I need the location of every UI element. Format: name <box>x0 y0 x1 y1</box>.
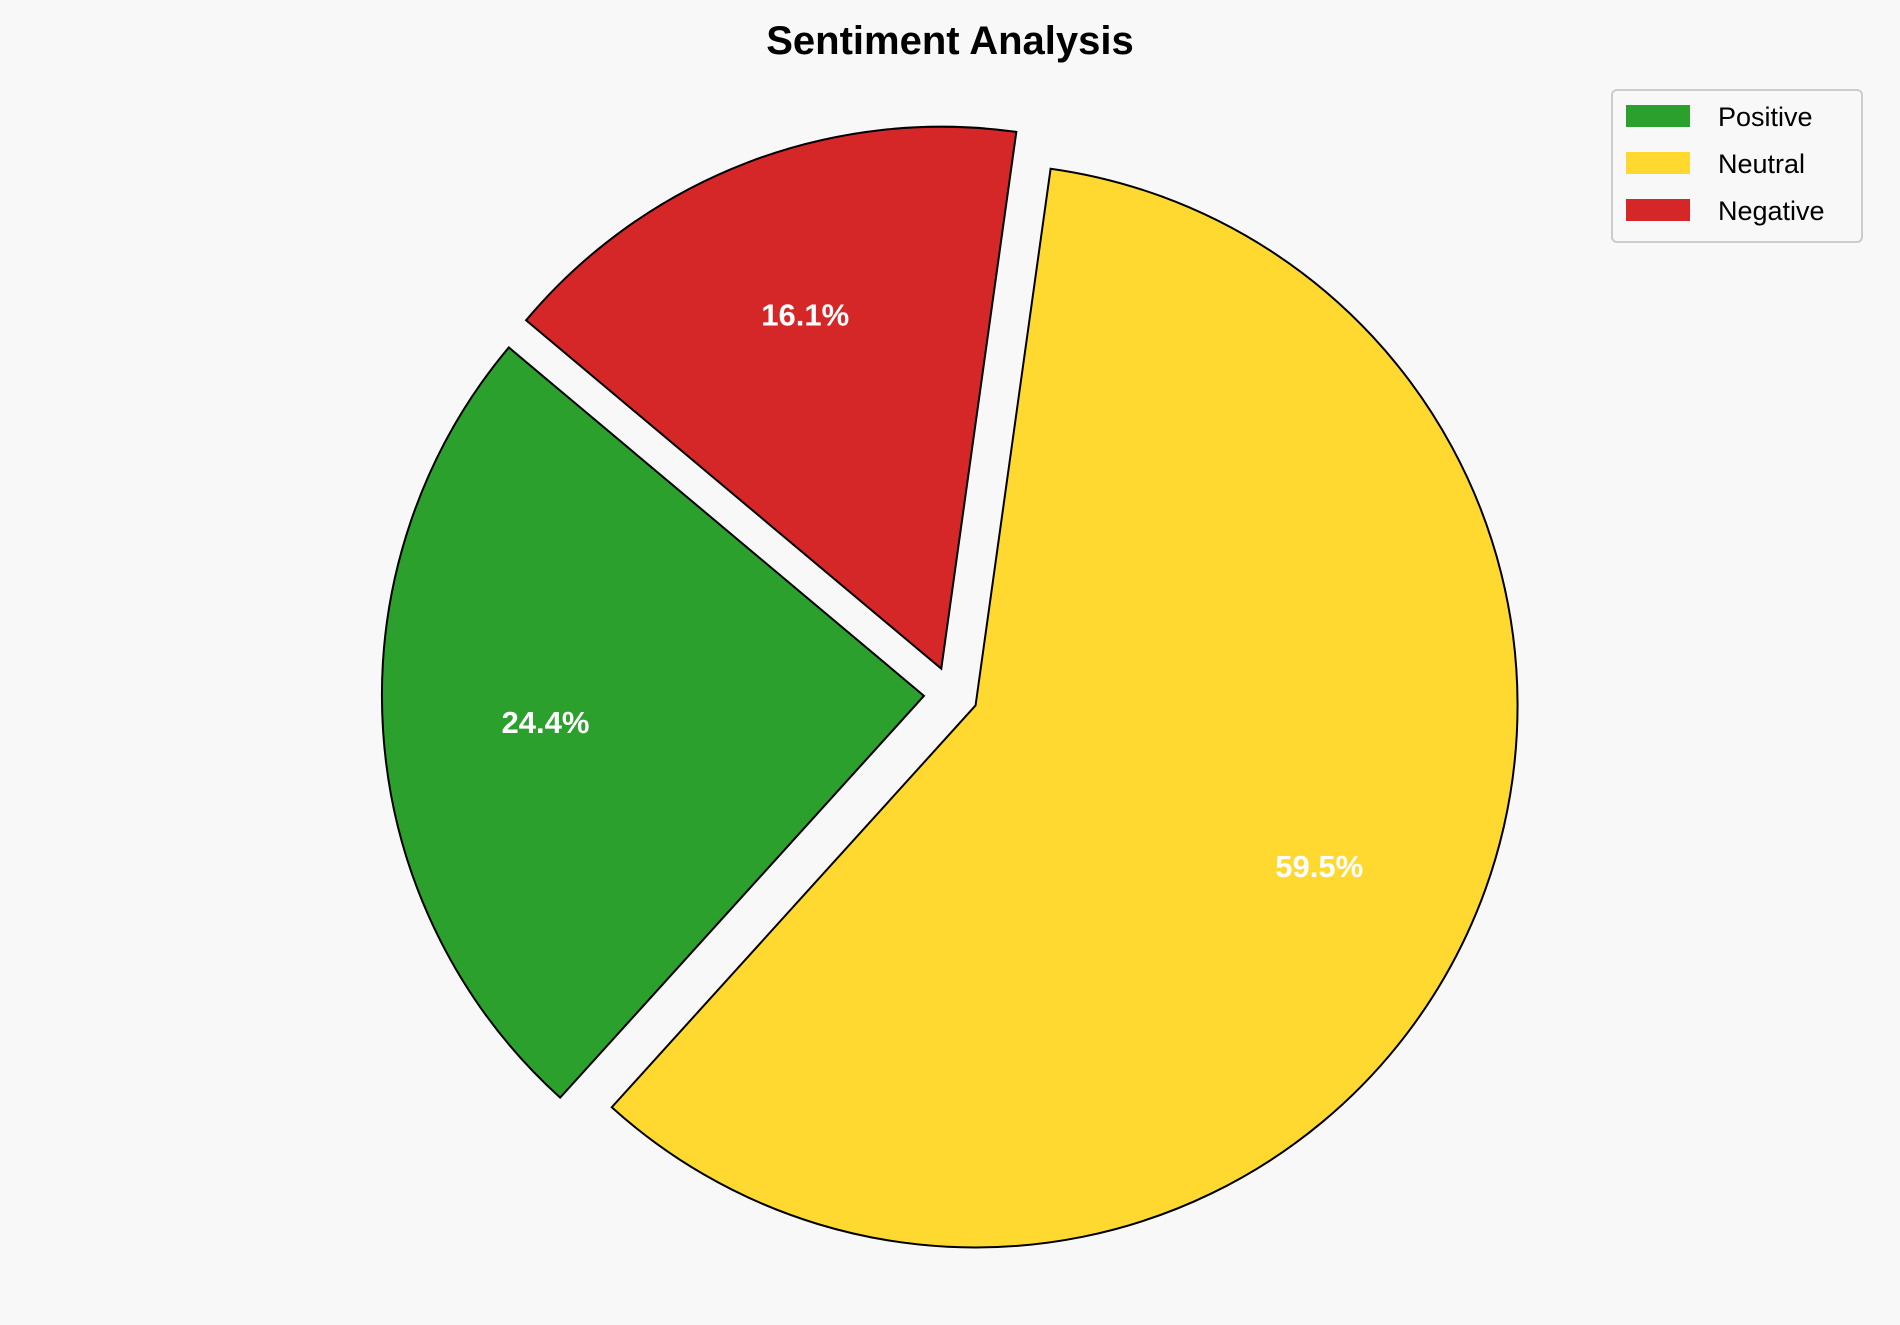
slice-positive <box>381 346 926 1100</box>
legend-label-negative: Negative <box>1718 196 1825 226</box>
chart-title: Sentiment Analysis <box>766 19 1134 63</box>
legend-label-positive: Positive <box>1718 102 1813 132</box>
slices <box>381 125 1519 1249</box>
legend: Positive Neutral Negative <box>1611 89 1863 243</box>
legend-swatch-neutral <box>1626 152 1690 174</box>
slice-neutral <box>610 167 1519 1249</box>
pct-label-positive: 24.4% <box>501 705 589 740</box>
pct-label-neutral: 59.5% <box>1275 849 1363 884</box>
legend-swatch-positive <box>1626 105 1690 127</box>
legend-swatch-negative <box>1626 199 1690 221</box>
slice-negative <box>524 125 1018 671</box>
slice-labels: 24.4% 59.5% 16.1% <box>501 298 1363 885</box>
legend-label-neutral: Neutral <box>1718 149 1805 179</box>
pct-label-negative: 16.1% <box>761 298 849 333</box>
